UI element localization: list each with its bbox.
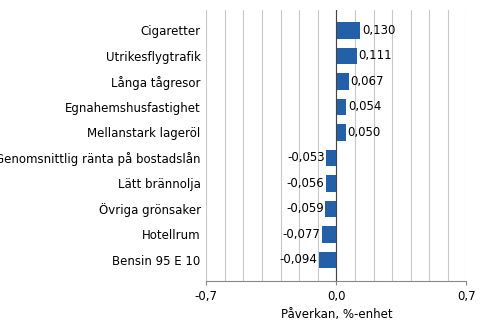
Bar xyxy=(336,99,346,115)
Text: -0,053: -0,053 xyxy=(287,151,325,164)
Text: 0,130: 0,130 xyxy=(362,24,395,37)
Bar xyxy=(336,73,349,90)
Text: -0,059: -0,059 xyxy=(286,202,324,215)
Text: 0,050: 0,050 xyxy=(347,126,381,139)
Text: 0,111: 0,111 xyxy=(358,50,392,62)
Bar xyxy=(336,124,346,141)
Bar xyxy=(327,150,336,166)
Text: 0,067: 0,067 xyxy=(350,75,384,88)
Bar xyxy=(336,22,360,39)
Text: 0,054: 0,054 xyxy=(348,100,381,114)
Text: -0,094: -0,094 xyxy=(279,253,317,266)
Bar xyxy=(326,175,336,192)
Bar xyxy=(319,252,336,268)
X-axis label: Påverkan, %-enhet: Påverkan, %-enhet xyxy=(280,308,392,321)
Bar xyxy=(336,48,357,64)
Text: -0,077: -0,077 xyxy=(283,228,321,241)
Text: -0,056: -0,056 xyxy=(287,177,325,190)
Bar xyxy=(326,201,336,217)
Bar xyxy=(322,226,336,243)
